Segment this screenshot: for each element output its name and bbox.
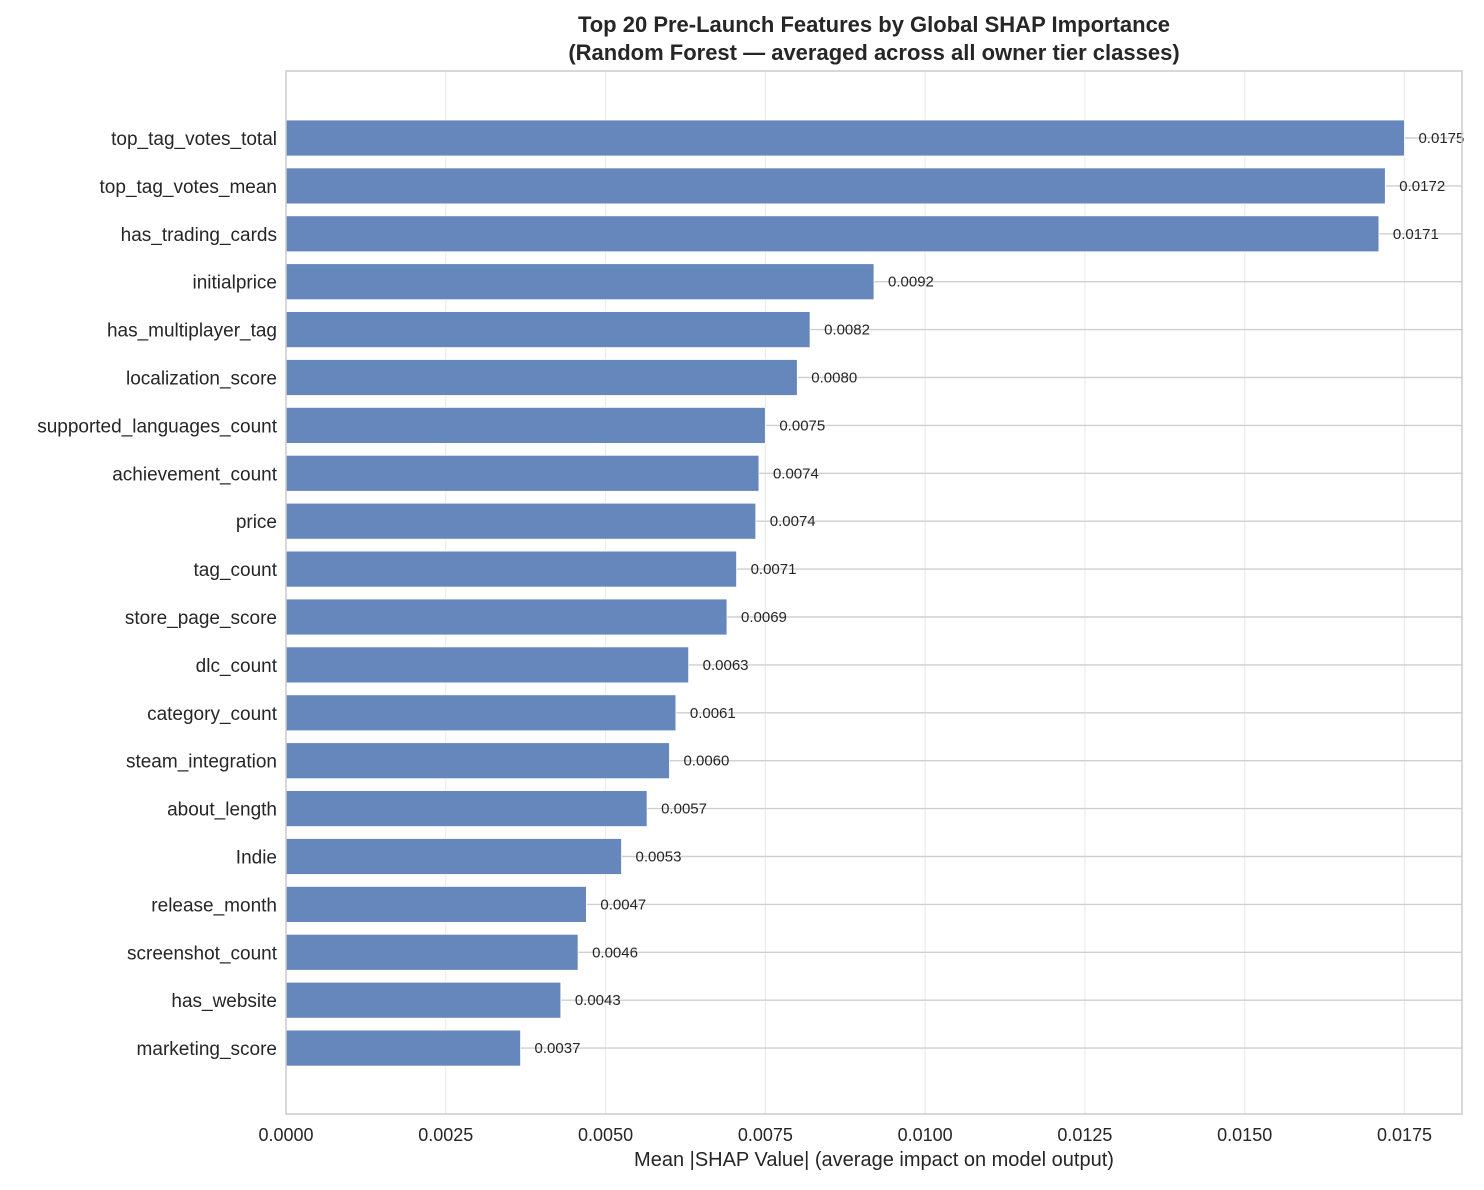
y-tick-label: about_length xyxy=(167,800,277,821)
bar xyxy=(285,1029,521,1067)
bar-value-label: 0.0063 xyxy=(703,657,749,674)
bars xyxy=(285,119,1405,1067)
x-tick-label: 0.0000 xyxy=(258,1125,313,1145)
bar xyxy=(285,263,875,301)
y-tick-label: supported_languages_count xyxy=(37,416,278,437)
bar xyxy=(285,215,1380,253)
bar xyxy=(285,981,562,1019)
bar-value-label: 0.0043 xyxy=(575,992,621,1009)
y-tick-label: price xyxy=(236,512,277,533)
y-tick-label: store_page_score xyxy=(125,608,277,629)
x-tick-labels: 0.0000 0.0025 0.0050 0.0075 0.0100 0.0125 0.01… xyxy=(258,1125,1432,1145)
bar-value-label: 0.0092 xyxy=(888,274,934,291)
bar-value-label: 0.0175 xyxy=(1418,130,1464,147)
bar-value-label: 0.0172 xyxy=(1399,178,1445,195)
x-tick-label: 0.0175 xyxy=(1377,1125,1432,1145)
bar-value-label: 0.0046 xyxy=(592,944,638,961)
y-tick-label: localization_score xyxy=(126,369,277,390)
bar xyxy=(285,694,677,732)
bar-value-label: 0.0074 xyxy=(770,513,816,530)
y-tick-label: Indie xyxy=(236,848,277,869)
bar xyxy=(285,119,1405,157)
bar-value-label: 0.0080 xyxy=(811,370,857,387)
y-tick-label: top_tag_votes_mean xyxy=(100,177,277,198)
y-tick-label: top_tag_votes_total xyxy=(111,129,277,150)
bar xyxy=(285,933,579,971)
bar-value-label: 0.0037 xyxy=(535,1040,581,1057)
x-tick-label: 0.0075 xyxy=(738,1125,793,1145)
bar-value-label: 0.0071 xyxy=(751,561,797,578)
bar-value-label: 0.0060 xyxy=(683,753,729,770)
bar xyxy=(285,550,737,588)
bar-value-label: 0.0061 xyxy=(690,705,736,722)
bar xyxy=(285,454,760,492)
bar-value-label: 0.0069 xyxy=(741,609,787,626)
y-tick-label: achievement_count xyxy=(112,464,277,485)
y-tick-label: category_count xyxy=(147,704,278,725)
bar-value-label: 0.0082 xyxy=(824,322,870,339)
y-tick-labels: top_tag_votes_total top_tag_votes_meanhas… xyxy=(37,129,278,1060)
x-tick-label: 0.0150 xyxy=(1217,1125,1272,1145)
x-axis-label: Mean |SHAP Value| (average impact on mod… xyxy=(634,1149,1114,1171)
x-tick-label: 0.0050 xyxy=(578,1125,633,1145)
bar xyxy=(285,886,587,923)
y-tick-label: initialprice xyxy=(193,273,277,294)
plot-frame xyxy=(285,70,1463,1115)
y-tick-label: tag_count xyxy=(194,560,278,581)
x-tick-label: 0.0125 xyxy=(1057,1125,1112,1145)
bar xyxy=(285,838,622,875)
chart-title-line2: (Random Forest — averaged across all own… xyxy=(568,40,1179,65)
y-tick-label: release_month xyxy=(151,895,277,916)
bar xyxy=(285,742,670,780)
bar-value-label: 0.0057 xyxy=(661,801,707,818)
bar-value-label: 0.0047 xyxy=(600,896,646,913)
bar xyxy=(285,167,1386,205)
bar-value-label: 0.0171 xyxy=(1393,226,1439,243)
bar xyxy=(285,598,728,636)
chart-title-line1: Top 20 Pre-Launch Features by Global SHA… xyxy=(578,12,1170,37)
y-tick-label: marketing_score xyxy=(137,1039,277,1060)
bar-value-label: 0.0074 xyxy=(773,465,819,482)
bar xyxy=(285,406,766,444)
x-tick-label: 0.0025 xyxy=(418,1125,473,1145)
y-tick-label: has_website xyxy=(171,991,277,1012)
value-labels: 0.0175 0.0172 0.0171 0.0092 0.0082 0.0080 0.00… xyxy=(535,130,1465,1057)
x-tick-label: 0.0100 xyxy=(898,1125,953,1145)
y-tick-label: has_trading_cards xyxy=(121,225,277,246)
y-tick-label: screenshot_count xyxy=(127,943,278,964)
bar xyxy=(285,646,690,684)
bar xyxy=(285,311,811,349)
y-tick-label: steam_integration xyxy=(126,752,277,773)
bar-value-label: 0.0075 xyxy=(779,417,825,434)
y-tick-label: dlc_count xyxy=(196,656,278,677)
bar-value-label: 0.0053 xyxy=(636,849,682,866)
bar xyxy=(285,790,648,827)
y-tick-label: has_multiplayer_tag xyxy=(107,321,277,342)
bar xyxy=(285,502,757,540)
bar xyxy=(285,359,798,396)
